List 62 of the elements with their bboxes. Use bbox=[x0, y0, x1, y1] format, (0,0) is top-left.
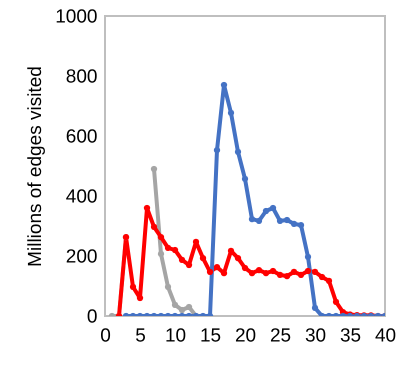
point bbox=[304, 254, 312, 260]
point bbox=[214, 146, 220, 154]
point bbox=[242, 176, 248, 182]
point bbox=[304, 268, 312, 274]
x-tick-label: 25 bbox=[270, 326, 292, 346]
point bbox=[276, 218, 284, 224]
point bbox=[178, 256, 186, 264]
point bbox=[228, 110, 234, 116]
point bbox=[276, 272, 284, 278]
point bbox=[178, 306, 186, 314]
y-axis-title: Millions of edges visited bbox=[25, 66, 46, 267]
point bbox=[164, 244, 172, 252]
point bbox=[234, 254, 242, 262]
point bbox=[234, 148, 242, 156]
point bbox=[256, 218, 262, 224]
point bbox=[298, 272, 304, 278]
y-tick-label: 800 bbox=[66, 66, 98, 88]
point bbox=[270, 268, 276, 274]
point bbox=[318, 274, 326, 280]
point bbox=[312, 268, 318, 276]
point bbox=[158, 234, 164, 240]
point bbox=[144, 204, 150, 212]
point bbox=[136, 294, 144, 302]
point bbox=[262, 270, 270, 276]
y-tick-label: 600 bbox=[66, 126, 98, 148]
point bbox=[248, 216, 256, 222]
point bbox=[242, 264, 248, 272]
point bbox=[248, 270, 256, 276]
point bbox=[290, 220, 298, 228]
x-tick-label: 30 bbox=[304, 326, 326, 346]
x-tick-label: 0 bbox=[100, 326, 111, 346]
point bbox=[270, 204, 276, 212]
y-tick-label: 400 bbox=[66, 186, 98, 208]
x-tick-label: 10 bbox=[164, 326, 186, 346]
x-tick-label: 5 bbox=[135, 326, 146, 346]
x-tick-label: 15 bbox=[200, 326, 222, 346]
point bbox=[172, 302, 178, 308]
point bbox=[256, 266, 262, 274]
y-tick-label: 1000 bbox=[55, 6, 98, 28]
point bbox=[262, 208, 270, 214]
y-tick-label: 0 bbox=[86, 306, 98, 328]
point bbox=[298, 222, 304, 228]
x-tick-label: 20 bbox=[234, 326, 256, 346]
point bbox=[214, 264, 220, 270]
point bbox=[290, 268, 298, 276]
point bbox=[150, 166, 158, 172]
point bbox=[332, 298, 340, 306]
point bbox=[206, 268, 214, 276]
point bbox=[130, 284, 136, 290]
point bbox=[326, 278, 332, 284]
x-tick-label: 35 bbox=[340, 326, 362, 346]
point bbox=[164, 284, 172, 290]
x-tick-label: 40 bbox=[374, 326, 396, 346]
point bbox=[158, 250, 164, 258]
point bbox=[284, 216, 290, 224]
point bbox=[312, 304, 318, 312]
point bbox=[284, 272, 290, 280]
point bbox=[200, 254, 206, 262]
point bbox=[150, 224, 158, 230]
point bbox=[186, 304, 192, 310]
point bbox=[172, 246, 178, 254]
y-tick-label: 200 bbox=[66, 246, 98, 268]
